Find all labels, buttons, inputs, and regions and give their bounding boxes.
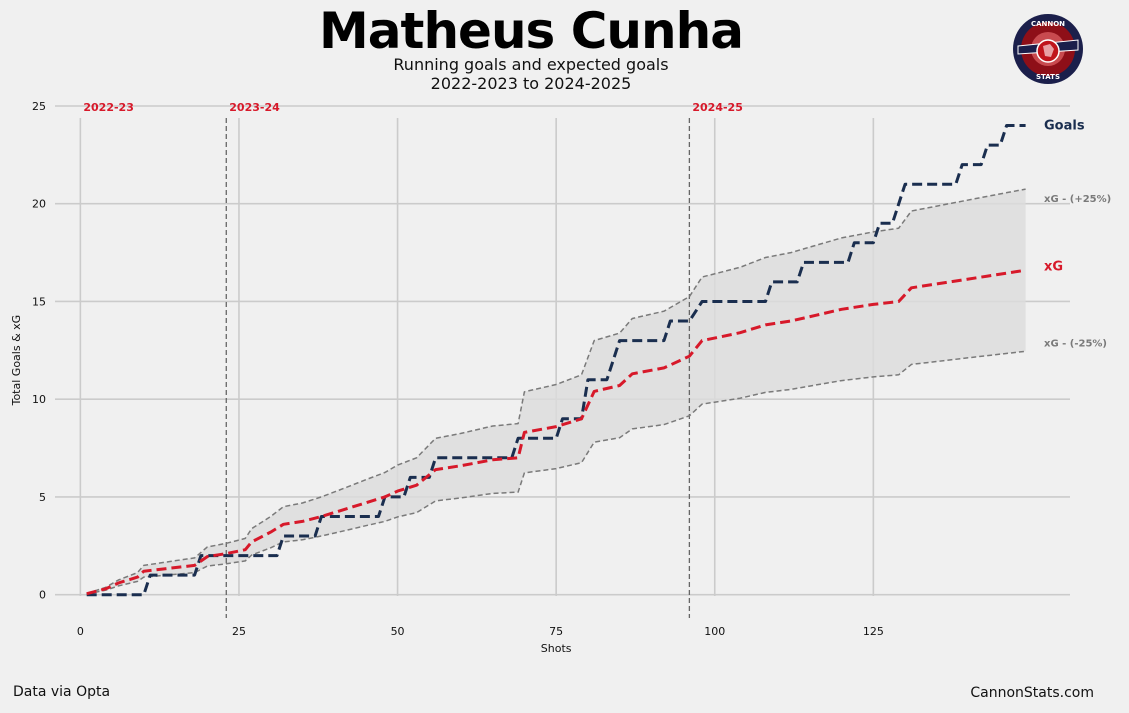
season-label: 2023-24: [229, 101, 280, 114]
y-tick-label: 15: [32, 295, 46, 308]
x-tick-label: 25: [232, 625, 246, 638]
season-label: 2024-25: [692, 101, 743, 114]
x-axis-label: Shots: [541, 642, 572, 655]
series-end-label: Goals: [1044, 119, 1085, 134]
y-tick-label: 0: [39, 589, 46, 602]
y-axis-label: Total Goals & xG: [10, 315, 23, 407]
series-line-xg-25: [86, 350, 1026, 595]
series-end-label: xG: [1044, 259, 1063, 274]
series-line-xg-25: [86, 188, 1026, 595]
series-line-goals: [86, 124, 1026, 597]
x-tick-label: 100: [704, 625, 725, 638]
logo-top-text: CANNON: [1031, 20, 1065, 28]
xg-range-band: [86, 189, 1026, 594]
season-label: 2022-23: [83, 101, 134, 114]
x-tick-label: 125: [863, 625, 884, 638]
x-tick-label: 75: [549, 625, 563, 638]
series-end-label: xG - (+25%): [1044, 194, 1111, 205]
y-tick-label: 10: [32, 393, 46, 406]
chart-season-range: 2022-2023 to 2024-2025: [430, 74, 632, 93]
site-credit: CannonStats.com: [970, 685, 1094, 701]
x-tick-label: 0: [77, 625, 84, 638]
series-line-xg: [86, 268, 1026, 596]
y-tick-label: 20: [32, 198, 46, 211]
cannon-stats-logo: CANNON STATS: [1013, 14, 1083, 84]
y-tick-label: 25: [32, 100, 46, 113]
chart-subtitle: Running goals and expected goals: [393, 55, 669, 74]
logo-bottom-text: STATS: [1036, 73, 1060, 81]
series-end-label: xG - (-25%): [1044, 339, 1107, 350]
y-tick-label: 5: [39, 491, 46, 504]
data-source-note: Data via Opta: [13, 684, 111, 700]
chart-title: Matheus Cunha: [319, 2, 744, 60]
x-tick-label: 50: [391, 625, 405, 638]
